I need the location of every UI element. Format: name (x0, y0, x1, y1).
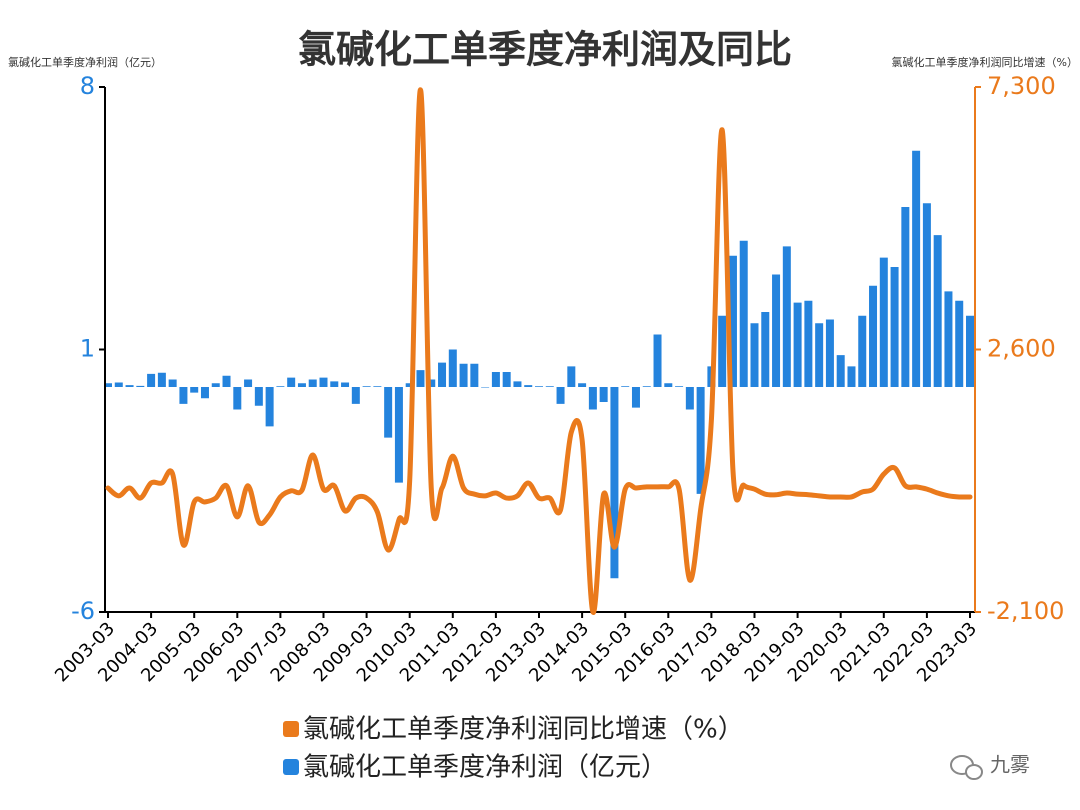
bar (879, 257, 888, 387)
bar (157, 372, 166, 387)
bar (330, 381, 339, 387)
bar (502, 372, 511, 387)
legend-label: 氯碱化工单季度净利润同比增速（%） (303, 715, 744, 745)
y-tick-label: 1 (80, 335, 95, 363)
bar (761, 312, 770, 387)
bar (416, 370, 425, 387)
bar (168, 379, 177, 387)
bar (200, 387, 209, 399)
bar (254, 387, 263, 406)
bar (179, 387, 188, 404)
bar (125, 385, 134, 387)
bar (912, 150, 921, 387)
bar (438, 362, 447, 387)
legend-swatch (283, 721, 299, 737)
bar (621, 386, 630, 387)
bar (944, 291, 953, 387)
bar (847, 366, 856, 387)
bar (190, 387, 199, 393)
bar (610, 387, 619, 579)
bar (211, 383, 220, 387)
bar (244, 379, 253, 387)
bar (685, 387, 694, 410)
bar (481, 387, 490, 388)
bar (815, 323, 824, 387)
bar (578, 383, 587, 387)
y-tick-label: -6 (71, 597, 95, 625)
watermark-icon (950, 755, 983, 780)
bar (718, 315, 727, 387)
y2-tick-label: 7,300 (987, 72, 1056, 100)
bar (922, 203, 931, 387)
bar (384, 387, 393, 438)
bar (297, 383, 306, 387)
bar (114, 382, 123, 387)
bar (319, 377, 328, 387)
bar (535, 386, 543, 387)
bar (233, 387, 242, 410)
y-axis-label: 氯碱化工单季度净利润（亿元） (8, 55, 162, 69)
y2-axis-label: 氯碱化工单季度净利润同比增速（%） (892, 55, 1078, 69)
bar (933, 235, 942, 387)
y2-tick-label: 2,600 (987, 335, 1056, 363)
y2-tick-label: -2,100 (987, 597, 1064, 625)
bar (955, 300, 964, 387)
bar (448, 349, 457, 387)
legend-label: 氯碱化工单季度净利润（亿元） (303, 753, 667, 783)
bar (664, 383, 673, 387)
bar (104, 383, 112, 387)
bar (653, 334, 662, 387)
chart-title: 氯碱化工单季度净利润及同比 (298, 28, 792, 72)
watermark: 九雾 (990, 753, 1030, 777)
bar (750, 323, 759, 387)
bar (728, 255, 737, 387)
bar (524, 385, 533, 387)
bar (696, 387, 705, 494)
bar (642, 386, 651, 387)
bar (136, 385, 145, 387)
bar (427, 379, 436, 387)
bar (147, 373, 156, 387)
bar (804, 300, 813, 387)
bar (405, 383, 414, 387)
bar (858, 315, 867, 387)
bar (869, 285, 878, 387)
bar (373, 386, 382, 387)
bar (491, 372, 500, 387)
bar (966, 315, 974, 387)
bar (825, 319, 834, 387)
bar (793, 302, 802, 387)
bar (265, 387, 274, 427)
bar (308, 379, 317, 387)
line (105, 87, 973, 615)
bar (556, 387, 565, 404)
bar (836, 355, 845, 387)
bar (459, 363, 468, 387)
bar (222, 375, 231, 387)
bar (513, 381, 522, 387)
bar (470, 363, 479, 387)
bar (901, 207, 910, 387)
bar (772, 274, 781, 387)
bar (545, 386, 554, 387)
bar (782, 246, 791, 387)
legend-swatch (283, 759, 299, 775)
bar (362, 386, 371, 387)
bar (351, 387, 360, 404)
y-tick-label: 8 (80, 72, 95, 100)
bar (675, 386, 684, 387)
bar (394, 387, 403, 483)
bar (276, 386, 285, 387)
bar (631, 387, 640, 408)
bar (341, 382, 350, 387)
bar (599, 387, 608, 402)
bar (588, 387, 597, 410)
bar (287, 377, 296, 387)
bar (739, 240, 748, 387)
bar (890, 267, 899, 387)
bar (567, 366, 576, 387)
